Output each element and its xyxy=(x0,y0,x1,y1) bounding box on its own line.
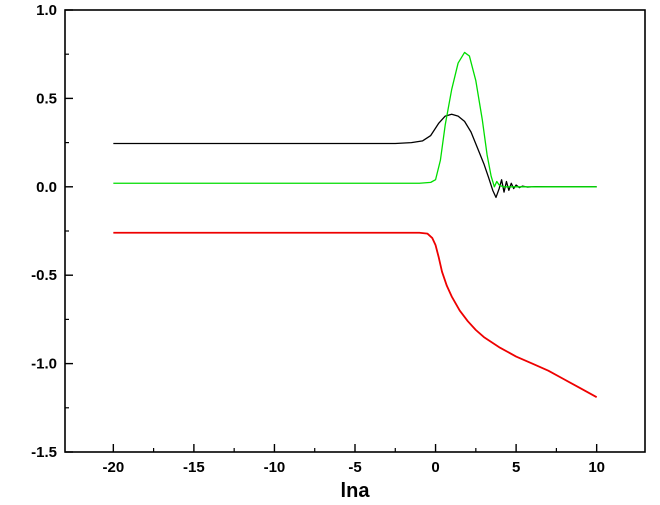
x-tick-label: 5 xyxy=(512,459,520,476)
series-line-1 xyxy=(113,113,597,199)
x-tick-label: -15 xyxy=(183,459,205,476)
series-layer xyxy=(113,51,598,398)
y-tick-label: -1.5 xyxy=(31,444,57,461)
y-tick-label: -0.5 xyxy=(31,267,57,284)
series-line-2 xyxy=(113,51,597,188)
x-tick-label: 10 xyxy=(588,459,605,476)
y-tick-label: 0.0 xyxy=(36,179,57,196)
axes: -20 -15 -10 -5 0 5 10 1.0 0.5 0.0 -0.5 -1.0 -1.5 xyxy=(31,2,605,476)
y-tick-label: -1.0 xyxy=(31,356,57,373)
x-tick-label: 0 xyxy=(431,459,439,476)
y-tick-label: 0.5 xyxy=(36,90,57,107)
x-axis-title: lna xyxy=(341,480,371,502)
series-line-3 xyxy=(113,231,598,398)
y-tick-label: 1.0 xyxy=(36,2,57,19)
x-tick-label: -10 xyxy=(264,459,286,476)
plot-frame xyxy=(64,9,646,453)
x-tick-label: -5 xyxy=(348,459,361,476)
x-tick-label: -20 xyxy=(102,459,124,476)
